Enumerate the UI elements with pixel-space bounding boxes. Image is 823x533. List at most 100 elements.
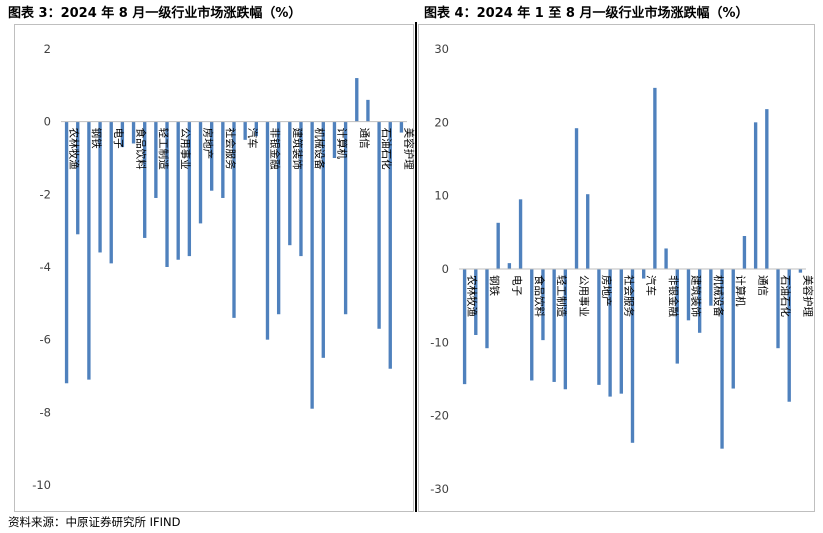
left-category-label: 机械设备	[313, 128, 326, 170]
left-bar	[388, 121, 392, 369]
left-bar	[366, 99, 370, 122]
right-bar	[474, 269, 478, 335]
left-bar	[154, 121, 158, 198]
right-ytick-label: 0	[442, 262, 449, 276]
left-category-label: 公用事业	[179, 128, 192, 170]
right-ytick-label: 20	[434, 115, 449, 129]
left-category-label: 电子	[112, 128, 125, 149]
left-bar	[399, 121, 404, 133]
right-category-label: 公用事业	[578, 275, 591, 317]
left-category-label: 房地产	[202, 128, 215, 159]
left-bar	[343, 121, 348, 315]
right-category-label: 机械设备	[712, 275, 725, 317]
left-category-label: 建筑装饰	[291, 128, 304, 170]
right-bar	[541, 269, 545, 341]
right-bar	[552, 269, 556, 382]
left-bar	[98, 121, 102, 253]
right-bar	[798, 269, 803, 273]
left-category-label: 农林牧渔	[68, 128, 81, 170]
right-bar	[619, 269, 623, 394]
right-bar	[496, 222, 500, 269]
left-category-label: 汽车	[246, 128, 259, 149]
left-category-label: 钢铁	[90, 128, 103, 149]
left-ytick-label: -8	[40, 405, 51, 419]
source-note: 资料来源：中原证券研究所 IFIND	[8, 515, 181, 529]
right-ytick-label: -30	[430, 482, 449, 496]
right-category-label: 房地产	[600, 275, 613, 307]
right-bar-chart: 30 20 10 0 -10 -20 -30 农林牧渔 钢铁 电子 食品饮料 轻工制造 公用事业 房地产社…	[430, 42, 814, 496]
panel-divider	[415, 22, 417, 512]
right-bar	[630, 269, 635, 443]
left-ytick-label: -4	[40, 260, 51, 274]
right-bar	[742, 236, 747, 269]
left-ytick-label: -10	[32, 478, 51, 492]
left-bar	[165, 121, 169, 268]
right-bar	[485, 269, 489, 349]
right-bar	[731, 269, 735, 389]
right-ytick-label: 30	[434, 42, 449, 56]
right-bar	[675, 269, 679, 364]
right-bar	[563, 269, 568, 390]
left-bar	[265, 121, 270, 340]
right-bar	[664, 248, 668, 269]
right-bar	[787, 269, 791, 402]
right-bar	[776, 269, 780, 349]
right-category-label: 非银金融	[667, 275, 680, 317]
right-bar	[608, 269, 612, 397]
left-category-label: 食品饮料	[135, 128, 148, 170]
right-category-label: 计算机	[734, 275, 747, 307]
left-category-label: 通信	[358, 128, 370, 149]
right-bar	[697, 269, 702, 333]
right-chart-title: 图表 4：2024 年 1 至 8 月一级行业市场涨跌幅（%）	[424, 6, 749, 21]
right-ytick-label: -20	[430, 409, 449, 423]
left-bar	[243, 121, 247, 140]
right-category-label: 社会服务	[622, 275, 635, 317]
right-category-label: 石油石化	[779, 275, 792, 317]
right-bar	[530, 269, 534, 381]
left-bar	[198, 121, 203, 224]
right-bar	[518, 199, 523, 269]
left-category-label: 轻工制造	[157, 128, 170, 170]
right-bar	[507, 263, 512, 269]
left-bar	[355, 78, 359, 122]
left-bar	[221, 121, 225, 198]
left-chart-title: 图表 3：2024 年 8 月一级行业市场涨跌幅（%）	[8, 6, 302, 21]
left-chart-frame: 2 0 -2 -4 -6 -8 -10 农林牧渔 钢铁 电子 食品饮料 轻工制造 公用事业 房地产 社会服务…	[14, 24, 415, 512]
right-bar	[642, 269, 646, 279]
right-chart-panel: 图表 4：2024 年 1 至 8 月一级行业市场涨跌幅（%） 30 20 10 0 -…	[416, 0, 823, 512]
right-category-label: 轻工制造	[555, 275, 568, 317]
left-bar	[176, 121, 180, 260]
left-bar	[310, 121, 314, 409]
right-category-label: 美容护理	[801, 275, 814, 317]
right-bar	[574, 128, 579, 269]
left-bar	[299, 121, 303, 257]
right-bar	[720, 269, 724, 449]
left-bar	[143, 121, 147, 238]
left-category-label: 社会服务	[224, 128, 237, 170]
left-bar	[321, 121, 325, 358]
right-bar	[462, 269, 467, 385]
left-bar	[332, 121, 337, 158]
right-bar	[765, 109, 769, 269]
left-bar-chart: 2 0 -2 -4 -6 -8 -10 农林牧渔 钢铁 电子 食品饮料 轻工制造 公用事业 房地产 社会服务…	[32, 42, 415, 492]
left-chart-panel: 图表 3：2024 年 8 月一级行业市场涨跌幅（%） 2 0 -2 -4 -6 -8 -1…	[0, 0, 416, 512]
right-category-label: 汽车	[645, 275, 658, 296]
left-bar	[64, 121, 69, 384]
right-category-label: 建筑装饰	[689, 275, 702, 317]
left-bar	[210, 121, 214, 191]
left-bar	[377, 121, 381, 329]
left-ytick-label: 0	[44, 115, 51, 129]
left-ytick-label: 2	[44, 42, 51, 56]
left-category-label: 美容护理	[402, 128, 415, 170]
left-bar	[187, 121, 192, 257]
left-bar	[109, 121, 113, 264]
left-category-label: 非银金融	[268, 128, 281, 170]
right-category-label: 农林牧渔	[466, 275, 479, 317]
left-bar	[131, 121, 136, 144]
right-category-label: 食品饮料	[533, 275, 546, 317]
right-bar	[709, 269, 713, 306]
left-bar	[288, 121, 292, 246]
right-ytick-label: 10	[434, 189, 449, 203]
left-bar	[276, 121, 281, 315]
right-category-label: 电子	[510, 275, 523, 296]
